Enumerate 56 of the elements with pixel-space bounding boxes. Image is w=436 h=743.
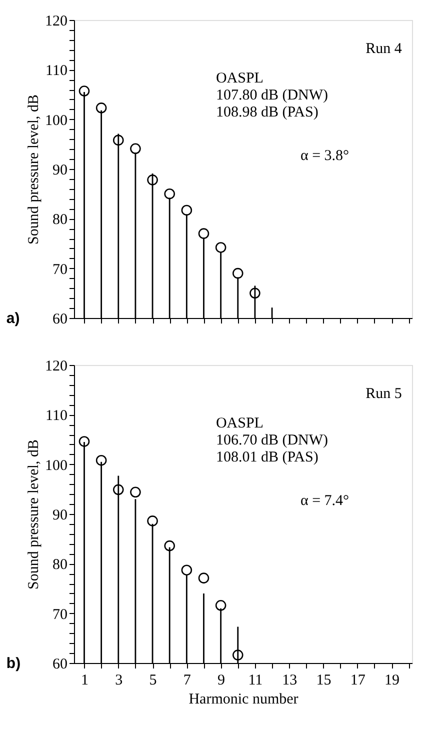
point [232, 268, 244, 279]
y-axis-title: Sound pressure level, dB [26, 440, 42, 590]
annotation: OASPL 107.80 dB (DNW) 108.98 dB (PAS) [216, 70, 328, 121]
y-tick-label: 70 [52, 262, 68, 278]
point [96, 102, 107, 114]
y-tick-label: 100 [45, 458, 68, 474]
y-tick-label: 60 [52, 656, 68, 672]
point [78, 436, 90, 447]
point [198, 572, 210, 584]
point [147, 174, 158, 186]
y-tick-label: 110 [46, 408, 68, 424]
x-tick-label: 3 [115, 672, 123, 688]
point [78, 86, 90, 96]
x-tick-label: 1 [80, 672, 88, 688]
annotation: OASPL 106.70 dB (DNW) 108.01 dB (PAS) [216, 416, 328, 466]
x-tick-label: 15 [316, 672, 332, 688]
point [96, 454, 107, 466]
annotation: Run 5 [366, 386, 402, 402]
x-axis-title: Harmonic number [188, 692, 298, 708]
x-tick-label: 11 [248, 672, 263, 688]
annotation: Run 4 [366, 40, 402, 57]
point [250, 288, 260, 299]
x-tick-label: 17 [350, 672, 366, 688]
point [198, 228, 210, 239]
point [164, 540, 175, 552]
y-tick-label: 70 [52, 606, 68, 623]
y-tick-label: 80 [52, 212, 68, 228]
point [164, 188, 175, 200]
annotation: α = 7.4° [300, 493, 350, 510]
y-tick-label: 60 [52, 312, 68, 328]
point [112, 484, 124, 496]
point [181, 204, 192, 216]
x-tick-label: 13 [282, 672, 298, 688]
y-tick-label: 110 [46, 63, 68, 80]
point [181, 564, 192, 576]
y-tick-label: 100 [45, 112, 68, 129]
y-tick-label: 120 [45, 358, 68, 374]
x-tick-label: 19 [384, 672, 400, 688]
point [232, 650, 244, 660]
annotation: α = 3.8° [300, 148, 350, 164]
point [147, 516, 158, 526]
y-tick-label: 90 [52, 508, 68, 524]
x-tick-label: 9 [218, 672, 226, 688]
y-tick-label: 120 [45, 14, 68, 30]
y-tick-label: 80 [52, 557, 68, 574]
point [215, 242, 226, 253]
point [130, 486, 141, 498]
y-tick-label: 90 [52, 162, 68, 178]
point [112, 134, 124, 146]
point [130, 143, 141, 154]
point [215, 600, 226, 611]
x-tick-label: 5 [149, 672, 157, 688]
y-axis-title: Sound pressure level, dB [26, 94, 42, 244]
x-tick-label: 7 [183, 672, 192, 688]
text: b) [6, 655, 21, 672]
text: a) [6, 310, 20, 327]
